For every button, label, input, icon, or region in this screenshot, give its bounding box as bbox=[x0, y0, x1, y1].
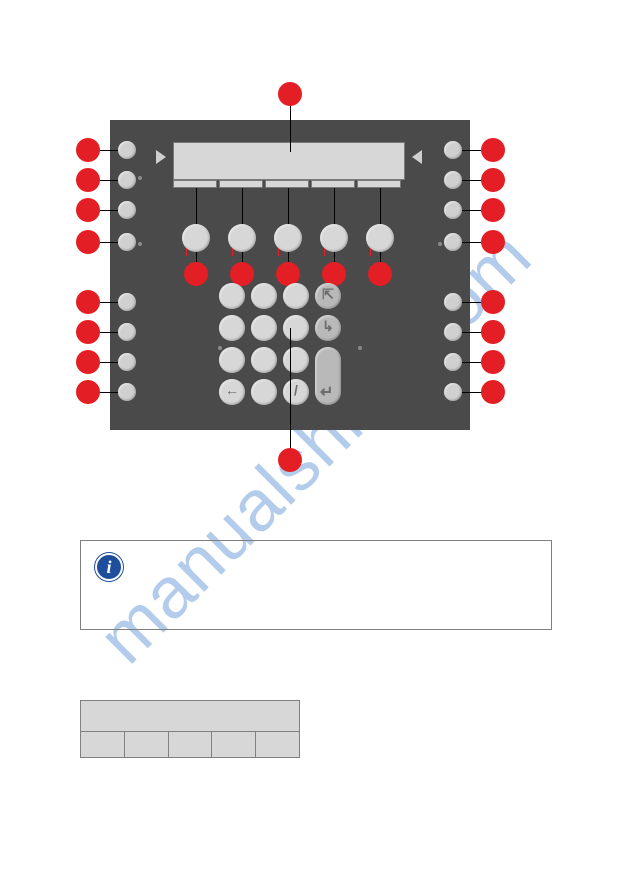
leader-line bbox=[288, 252, 289, 262]
mini-display-tab bbox=[80, 732, 125, 758]
panel-dot bbox=[358, 346, 362, 350]
callout-marker bbox=[481, 138, 505, 162]
escape-icon: ⇱ bbox=[320, 286, 336, 302]
callout-marker bbox=[481, 290, 505, 314]
callout-marker bbox=[76, 380, 100, 404]
lcd-display bbox=[173, 142, 405, 180]
callout-marker bbox=[278, 448, 302, 472]
keypad-button[interactable] bbox=[251, 315, 277, 341]
callout-marker bbox=[481, 350, 505, 374]
callout-marker bbox=[481, 320, 505, 344]
leader-line bbox=[196, 188, 197, 224]
callout-marker bbox=[76, 198, 100, 222]
callout-marker bbox=[76, 168, 100, 192]
panel-dot bbox=[218, 346, 222, 350]
left-arrow-icon: ← bbox=[224, 382, 240, 398]
function-button[interactable] bbox=[182, 224, 210, 252]
display-tab bbox=[357, 180, 401, 188]
keypad-button[interactable] bbox=[251, 347, 277, 373]
keypad-button[interactable] bbox=[219, 315, 245, 341]
panel-side-button[interactable] bbox=[118, 201, 136, 219]
panel-side-button[interactable] bbox=[444, 293, 462, 311]
callout-marker bbox=[368, 262, 392, 286]
function-button[interactable] bbox=[366, 224, 394, 252]
mini-lcd-figure bbox=[80, 700, 300, 758]
keypad-button[interactable] bbox=[283, 315, 309, 341]
display-tab bbox=[311, 180, 355, 188]
function-button[interactable] bbox=[274, 224, 302, 252]
mini-display-tab bbox=[212, 732, 256, 758]
panel-side-button[interactable] bbox=[444, 171, 462, 189]
leader-line bbox=[242, 188, 243, 224]
leader-line bbox=[334, 188, 335, 224]
callout-marker bbox=[76, 290, 100, 314]
function-button[interactable] bbox=[228, 224, 256, 252]
leader-line bbox=[334, 252, 335, 262]
info-icon-letter: i bbox=[106, 557, 111, 578]
panel-dot bbox=[138, 242, 142, 246]
callout-marker bbox=[481, 168, 505, 192]
display-tab bbox=[219, 180, 263, 188]
return-icon: ↵ bbox=[320, 382, 333, 402]
display-tab bbox=[173, 180, 217, 188]
keypad-button[interactable] bbox=[219, 283, 245, 309]
callout-marker bbox=[184, 262, 208, 286]
panel-side-button[interactable] bbox=[118, 171, 136, 189]
mini-display-tabs bbox=[80, 732, 300, 758]
callout-marker bbox=[481, 380, 505, 404]
panel-side-button[interactable] bbox=[118, 293, 136, 311]
panel-side-button[interactable] bbox=[444, 353, 462, 371]
mini-display-tab bbox=[169, 732, 213, 758]
leader-line bbox=[290, 102, 291, 152]
keypad-button[interactable] bbox=[251, 283, 277, 309]
callout-marker bbox=[76, 230, 100, 254]
callout-marker bbox=[76, 350, 100, 374]
callout-marker bbox=[481, 198, 505, 222]
panel-side-button[interactable] bbox=[444, 201, 462, 219]
panel-dot bbox=[138, 176, 142, 180]
mini-display-row bbox=[80, 700, 300, 732]
panel-side-button[interactable] bbox=[444, 323, 462, 341]
callout-marker bbox=[76, 138, 100, 162]
leader-line bbox=[288, 188, 289, 224]
keypad-button[interactable] bbox=[283, 283, 309, 309]
leader-line bbox=[290, 328, 291, 448]
info-note-box: i bbox=[80, 540, 552, 630]
info-icon: i bbox=[95, 553, 123, 581]
function-button[interactable] bbox=[320, 224, 348, 252]
leader-line bbox=[242, 252, 243, 262]
panel-side-button[interactable] bbox=[118, 323, 136, 341]
triangle-left-icon bbox=[156, 150, 166, 164]
mini-display-tab bbox=[125, 732, 169, 758]
leader-line bbox=[196, 252, 197, 262]
panel-side-button[interactable] bbox=[118, 141, 136, 159]
leader-line bbox=[380, 188, 381, 224]
mini-display-tab bbox=[256, 732, 300, 758]
panel-side-button[interactable] bbox=[118, 233, 136, 251]
enter-icon: ↳ bbox=[320, 318, 336, 334]
keypad-button[interactable] bbox=[219, 347, 245, 373]
panel-side-button[interactable] bbox=[118, 353, 136, 371]
keypad-button[interactable] bbox=[283, 347, 309, 373]
panel-dot bbox=[438, 242, 442, 246]
triangle-right-icon bbox=[412, 150, 422, 164]
callout-marker bbox=[481, 230, 505, 254]
keypad-button[interactable] bbox=[251, 379, 277, 405]
display-tab bbox=[265, 180, 309, 188]
panel-side-button[interactable] bbox=[444, 383, 462, 401]
leader-line bbox=[380, 252, 381, 262]
callout-marker bbox=[76, 320, 100, 344]
panel-side-button[interactable] bbox=[444, 233, 462, 251]
panel-side-button[interactable] bbox=[118, 383, 136, 401]
callout-marker bbox=[278, 82, 302, 106]
panel-side-button[interactable] bbox=[444, 141, 462, 159]
